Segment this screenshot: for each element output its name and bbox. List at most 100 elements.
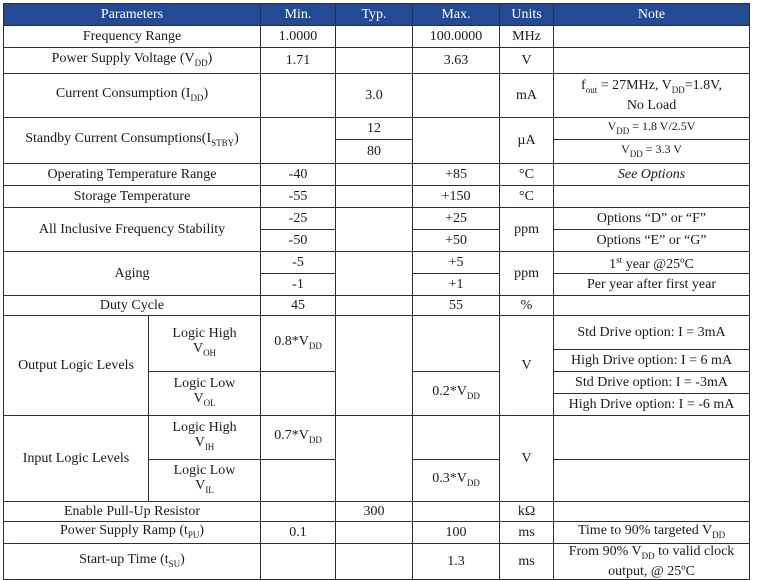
min-cell: -25 [260, 207, 337, 230]
table-row: Power Supply Voltage (VDD) 1.71 3.63 V [2, 47, 751, 74]
note-cell: 1st year @25ºC [553, 251, 751, 274]
table-row: Operating Temperature Range -40 +85 °C S… [2, 163, 751, 186]
unit-cell: V [499, 415, 555, 502]
unit-cell: ppm [499, 207, 555, 252]
typ-cell [335, 521, 414, 544]
table-row: Standby Current Consumptions(ISTBY) 12 µ… [2, 117, 751, 164]
typ-cell [335, 315, 414, 416]
min-cell [260, 501, 337, 522]
note-cell [553, 47, 751, 74]
note-cell: From 90% VDD to valid clock output, @ 25… [553, 543, 751, 580]
header-note: Note [553, 3, 751, 26]
param-cell: Frequency Range [2, 25, 262, 48]
min-cell: 0.7*VDD [260, 415, 337, 460]
note-cell: High Drive option: I = 6 mA [553, 349, 751, 372]
min-cell [260, 371, 337, 416]
unit-cell: mA [499, 73, 555, 118]
param-cell: Aging [2, 251, 262, 296]
min-cell: 1.0000 [260, 25, 337, 48]
unit-cell: °C [499, 163, 555, 186]
param-cell: Storage Temperature [2, 185, 262, 208]
header-parameters: Parameters [2, 3, 262, 26]
unit-cell: MHz [499, 25, 555, 48]
typ-cell [335, 295, 414, 316]
table-row: Current Consumption (IDD) 3.0 mA fout = … [2, 73, 751, 118]
max-cell [412, 117, 501, 164]
max-cell: +25 [412, 207, 501, 230]
table-row: High Drive option: I = -6 mA [4, 393, 751, 416]
header-units: Units [499, 3, 555, 26]
note-cell: VDD = 1.8 V/2.5V [553, 117, 751, 140]
table-row: 80 VDD = 3.3 V [4, 139, 751, 164]
max-cell: +85 [412, 163, 501, 186]
max-cell: 55 [412, 295, 501, 316]
param-cell: Duty Cycle [2, 295, 262, 316]
typ-cell [335, 185, 414, 208]
header-min: Min. [260, 3, 337, 26]
typ-cell [335, 47, 414, 74]
max-cell: 0.3*VDD [412, 459, 501, 502]
max-cell: 100.0000 [412, 25, 501, 48]
min-cell [260, 459, 337, 502]
table-row: Frequency Range 1.0000 100.0000 MHz [2, 25, 751, 48]
unit-cell: V [499, 315, 555, 416]
param-cell: Current Consumption (IDD) [2, 73, 262, 118]
max-cell [412, 315, 501, 372]
typ-cell: 3.0 [335, 73, 414, 118]
typ-cell [335, 251, 414, 296]
note-cell: fout = 27MHz, VDD=1.8V, No Load [553, 73, 751, 118]
param-cell: Input Logic Levels [3, 415, 149, 502]
note-cell [553, 295, 751, 316]
note-cell: Per year after first year [553, 273, 751, 296]
param-cell: All Inclusive Frequency Stability [2, 207, 262, 252]
min-cell: -50 [260, 229, 337, 252]
param-cell: Power Supply Ramp (tPU) [2, 521, 262, 544]
unit-cell: ppm [499, 251, 555, 296]
max-cell: +5 [412, 251, 501, 274]
note-cell: Options “E” or “G” [553, 229, 751, 252]
param-cell: Enable Pull-Up Resistor [2, 501, 262, 522]
note-cell: VDD = 3.3 V [553, 139, 751, 164]
min-cell [260, 543, 337, 580]
note-cell [553, 415, 751, 460]
header-max: Max. [412, 3, 501, 26]
param-cell: Power Supply Voltage (VDD) [2, 47, 262, 74]
param-cell: Standby Current Consumptions(ISTBY) [2, 117, 262, 164]
max-cell [412, 415, 501, 460]
typ-cell: 80 [335, 139, 414, 164]
max-cell: 3.63 [412, 47, 501, 74]
min-cell: -5 [260, 251, 337, 274]
max-cell: 100 [412, 521, 501, 544]
note-cell [553, 459, 751, 502]
note-cell: Std Drive option: I = 3mA [553, 315, 751, 350]
typ-cell [335, 163, 414, 186]
note-cell [553, 25, 751, 48]
min-cell: -55 [260, 185, 337, 208]
header-typ: Typ. [335, 3, 414, 26]
table-row: High Drive option: I = 6 mA [4, 349, 751, 372]
unit-cell: % [499, 295, 555, 316]
max-cell [412, 73, 501, 118]
table-row: Power Supply Ramp (tPU) 0.1 100 ms Time … [2, 521, 751, 544]
min-cell [260, 73, 337, 118]
header-row: Parameters Min. Typ. Max. Units Note [2, 3, 751, 26]
unit-cell: kΩ [499, 501, 555, 522]
note-cell [553, 185, 751, 208]
table-row: Output Logic Levels Logic High VOH 0.8*V… [3, 315, 751, 416]
table-row: -1 +1 Per year after first year [4, 273, 751, 296]
min-cell: 45 [260, 295, 337, 316]
note-cell: See Options [553, 163, 751, 186]
note-cell: Time to 90% targeted VDD [553, 521, 751, 544]
typ-cell [335, 25, 414, 48]
table-row: Aging -5 +5 ppm 1st year @25ºC [2, 251, 751, 296]
min-cell: 0.1 [260, 521, 337, 544]
unit-cell: ms [499, 543, 555, 580]
table-row: Storage Temperature -55 +150 °C [2, 185, 751, 208]
table-row: Start-up Time (tSU) 1.3 ms From 90% VDD … [2, 543, 751, 580]
typ-cell: 12 [335, 117, 414, 140]
max-cell: 0.2*VDD [412, 371, 501, 416]
table-row: Input Logic Levels Logic High VIH 0.7*VD… [3, 415, 751, 502]
max-cell [412, 501, 501, 522]
specifications-table: Parameters Min. Typ. Max. Units Note Fre… [2, 3, 751, 580]
sub-param-cell: Logic High VOH [147, 315, 262, 372]
